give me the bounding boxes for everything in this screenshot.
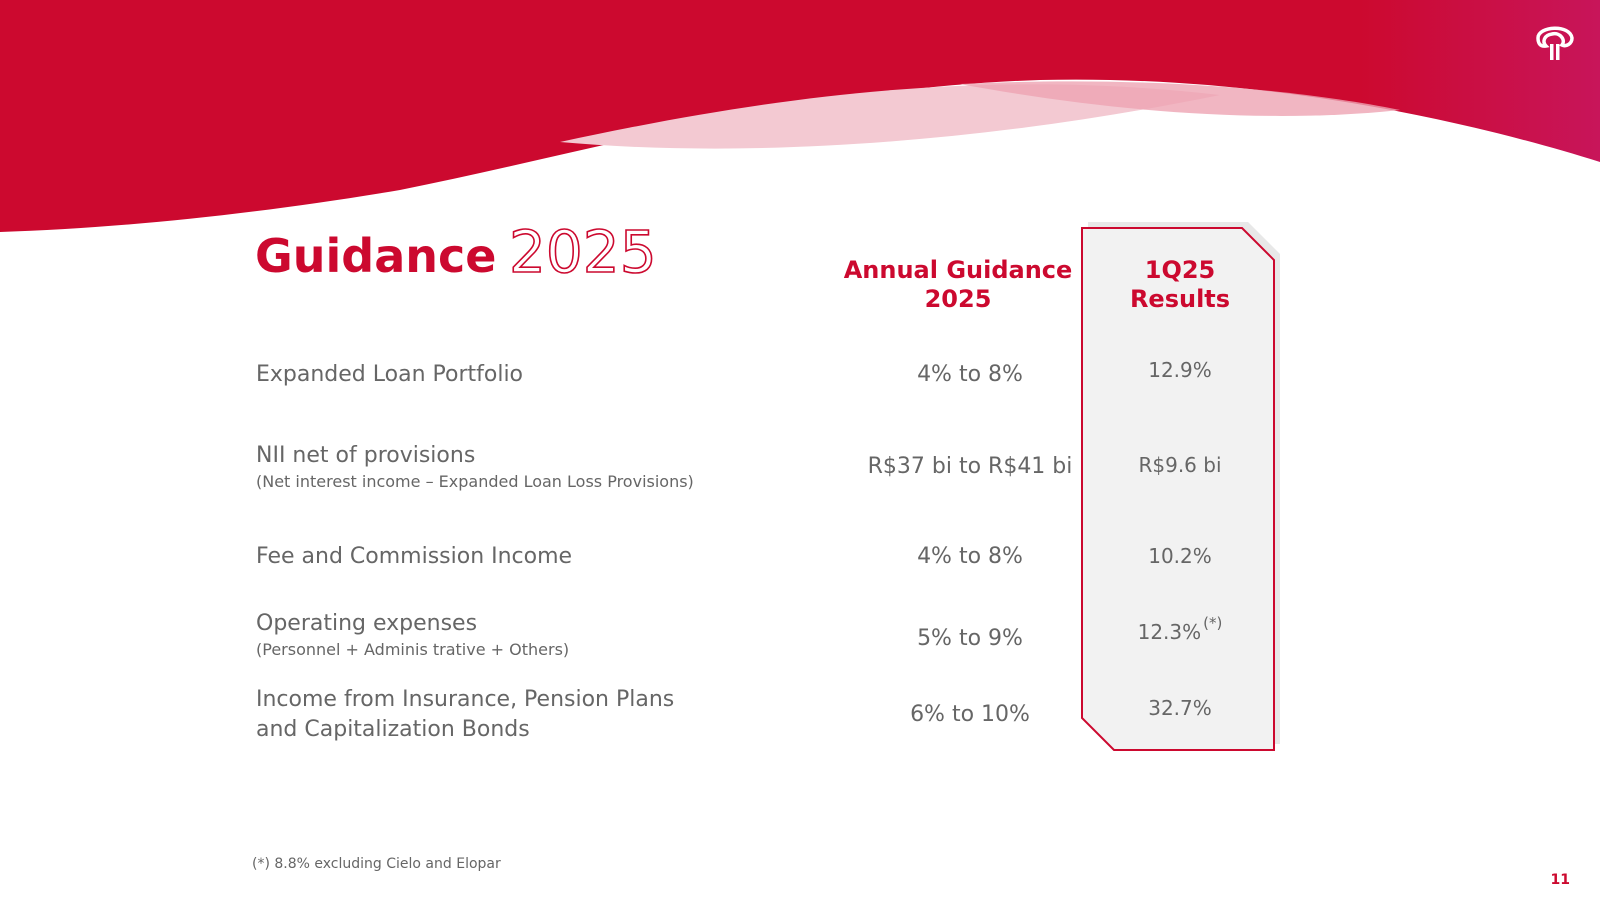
row-label-insurance-line2: and Capitalization Bonds [256,717,530,742]
row-label-insurance-line1: Income from Insurance, Pension Plans [256,687,675,712]
header-wave [0,0,1600,232]
page-number: 11 [1550,872,1570,888]
result-operating-expenses-value: 12.3% [1137,620,1202,644]
result-loan-portfolio: 12.9% [1148,358,1212,382]
guidance-nii: R$37 bi to R$41 bi [867,454,1073,479]
row-label-insurance-income: Income from Insurance, Pension Plans and… [256,685,816,745]
guidance-loan-portfolio: 4% to 8% [917,362,1023,387]
bradesco-logo [1532,20,1576,64]
results-panel [1080,222,1280,752]
result-insurance-income: 32.7% [1148,696,1212,720]
bradesco-tree-icon [1536,26,1574,60]
title-year: 2025 [509,218,657,286]
row-sublabel-operating-expenses: (Personnel + Adminis trative + Others) [256,640,570,659]
row-label-nii-main: NII net of provisions [256,443,476,468]
page-title: Guidance 2025 [255,212,715,292]
row-label-fee-income: Fee and Commission Income [256,544,573,569]
guidance-operating-expenses: 5% to 9% [917,626,1023,651]
title-word: Guidance [255,229,496,283]
row-label-loan-portfolio: Expanded Loan Portfolio [256,362,524,387]
footnote: (*) 8.8% excluding Cielo and Elopar [252,856,501,872]
result-fee-income: 10.2% [1148,544,1212,568]
row-label-operating-expenses: Operating expenses (Personnel + Adminis … [256,609,816,661]
guidance-insurance-income: 6% to 10% [910,702,1030,727]
row-label-operating-expenses-main: Operating expenses [256,611,478,636]
result-operating-expenses: 12.3% (*) [1080,614,1280,648]
guidance-fee-income: 4% to 8% [917,544,1023,569]
results-header: 1Q25 Results [1129,256,1231,313]
row-label-nii: NII net of provisions (Net interest inco… [256,441,816,493]
annual-guidance-header: Annual Guidance 2025 [843,256,1073,313]
row-sublabel-nii: (Net interest income – Expanded Loan Los… [256,472,694,491]
result-nii: R$9.6 bi [1138,453,1222,477]
result-operating-expenses-note: (*) [1203,614,1223,632]
